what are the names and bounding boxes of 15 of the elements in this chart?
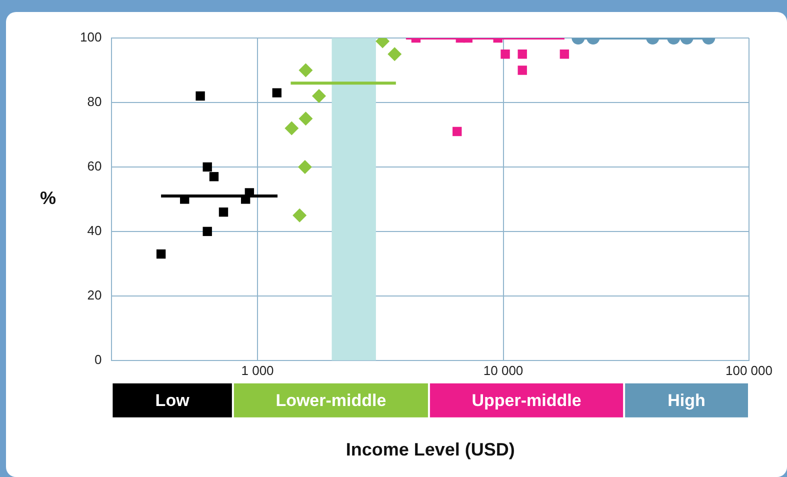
x-tick-label: 100 000 — [726, 362, 772, 378]
y-tick-label: 60 — [87, 158, 102, 174]
text: High — [668, 391, 706, 410]
x-tick-label: 1 000 — [241, 362, 274, 378]
y-tick-label: 0 — [94, 352, 102, 367]
y-tick-label: 100 — [80, 30, 102, 45]
y-tick-label: 80 — [87, 94, 102, 110]
text: Low — [155, 391, 190, 410]
x-tick-label: 10 000 — [483, 362, 524, 378]
y-tick-label: 40 — [87, 223, 102, 238]
text: Lower-middle — [276, 391, 386, 410]
y-axis-title: % — [40, 188, 56, 208]
text: Upper-middle — [472, 391, 582, 410]
y-tick-label: 20 — [87, 288, 102, 302]
x-axis-title: Income Level (USD) — [346, 439, 515, 460]
